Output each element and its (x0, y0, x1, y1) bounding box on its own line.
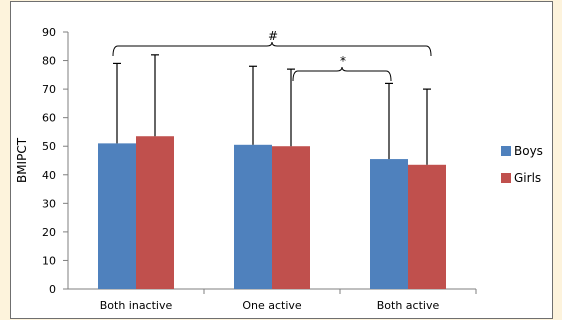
bar-boys (98, 143, 136, 289)
bar-girls (136, 136, 174, 289)
significance-bracket (292, 66, 392, 82)
y-tick-label: 90 (42, 26, 56, 39)
x-tick-label: Both active (377, 299, 440, 312)
y-axis-title: BMIPCT (15, 137, 29, 183)
y-tick-label: 20 (42, 226, 56, 239)
significance-annotations: #* (112, 29, 432, 82)
significance-marker: * (340, 54, 346, 68)
legend-swatch-girls (501, 173, 511, 183)
legend-label-girls: Girls (514, 171, 541, 185)
y-tick-label: 70 (42, 83, 56, 96)
bar-girls (272, 146, 310, 289)
y-tick-label: 10 (42, 254, 56, 267)
bar-girls (408, 164, 446, 289)
y-tick-label: 30 (42, 197, 56, 210)
bars (98, 136, 446, 289)
y-tick-label: 80 (42, 55, 56, 68)
legend: Boys Girls (501, 144, 543, 185)
legend-swatch-boys (501, 146, 511, 156)
y-tick-label: 60 (42, 112, 56, 125)
y-tick-label: 0 (49, 283, 56, 296)
error-bars (113, 54, 431, 165)
bar-boys (234, 144, 272, 289)
bar-boys (370, 159, 408, 289)
y-tick-label: 50 (42, 140, 56, 153)
legend-label-boys: Boys (514, 144, 543, 158)
x-tick-label: Both inactive (100, 299, 173, 312)
significance-marker: # (268, 29, 278, 43)
x-tick-label: One active (242, 299, 302, 312)
significance-bracket (112, 41, 432, 57)
y-tick-label: 40 (42, 169, 56, 182)
